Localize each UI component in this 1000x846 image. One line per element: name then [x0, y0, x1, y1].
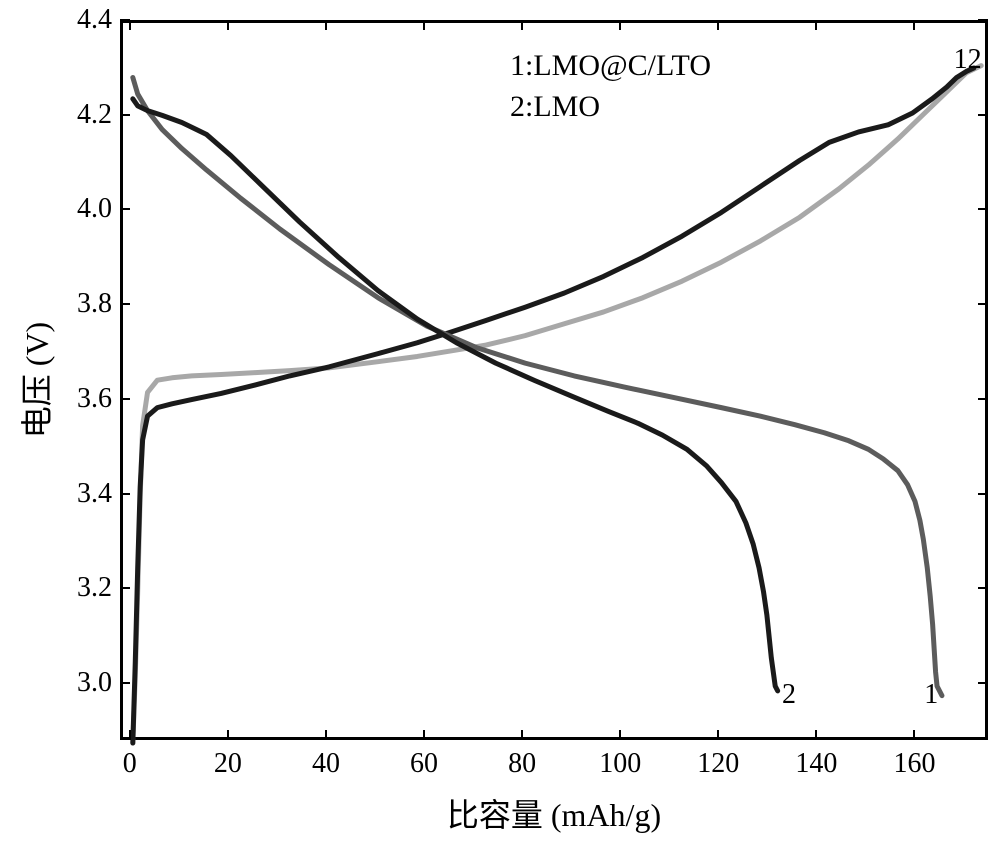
x-tick [815, 730, 817, 740]
y-tick [978, 208, 988, 210]
y-tick [120, 587, 130, 589]
x-tick [717, 20, 719, 30]
y-tick-label: 4.4 [62, 4, 112, 36]
x-axis-label: 比容量 (mAh/g) [447, 790, 661, 836]
y-tick [120, 208, 130, 210]
y-tick [978, 682, 988, 684]
y-axis-label: 电压 (V) [12, 322, 58, 438]
x-tick [325, 20, 327, 30]
x-tick-label: 80 [508, 748, 536, 780]
x-tick [815, 20, 817, 30]
y-tick [120, 493, 130, 495]
x-tick [129, 730, 131, 740]
y-tick [978, 303, 988, 305]
x-tick [325, 730, 327, 740]
y-tick [978, 114, 988, 116]
x-tick [521, 20, 523, 30]
x-tick [913, 20, 915, 30]
plot-area [120, 20, 988, 740]
x-tick [521, 730, 523, 740]
legend-item: 2:LMO [510, 87, 711, 128]
y-tick [978, 493, 988, 495]
x-tick-label: 60 [410, 748, 438, 780]
curves-svg [123, 23, 991, 743]
y-tick [120, 303, 130, 305]
x-tick [913, 730, 915, 740]
x-tick-label: 120 [697, 748, 739, 780]
x-tick-label: 100 [599, 748, 641, 780]
x-tick [619, 730, 621, 740]
series-line [133, 68, 974, 743]
y-tick-label: 3.2 [62, 572, 112, 604]
x-tick-label: 0 [123, 748, 137, 780]
y-tick [120, 682, 130, 684]
legend-item: 1:LMO@C/LTO [510, 46, 711, 87]
x-tick [423, 20, 425, 30]
y-tick-label: 4.0 [62, 193, 112, 225]
y-tick [120, 114, 130, 116]
y-tick [978, 19, 988, 21]
legend: 1:LMO@C/LTO2:LMO [510, 46, 711, 127]
x-tick [717, 730, 719, 740]
x-tick-label: 40 [312, 748, 340, 780]
y-tick [120, 19, 130, 21]
x-tick-label: 20 [214, 748, 242, 780]
y-tick-label: 3.8 [62, 288, 112, 320]
series-line [133, 66, 981, 743]
y-tick-label: 3.6 [62, 383, 112, 415]
x-tick-label: 160 [893, 748, 935, 780]
y-tick-label: 4.2 [62, 99, 112, 131]
y-tick [978, 398, 988, 400]
y-tick-label: 3.0 [62, 667, 112, 699]
y-tick-label: 3.4 [62, 478, 112, 510]
curve-label: 12 [954, 44, 982, 76]
curve-label: 1 [924, 679, 938, 711]
x-tick [129, 20, 131, 30]
x-tick [423, 730, 425, 740]
chart-container: 电压 (V) 比容量 (mAh/g) 1:LMO@C/LTO2:LMO 0 20 4… [0, 0, 1000, 846]
x-tick [227, 730, 229, 740]
y-tick [978, 587, 988, 589]
x-tick [619, 20, 621, 30]
x-tick-label: 140 [795, 748, 837, 780]
y-tick [120, 398, 130, 400]
x-tick [227, 20, 229, 30]
curve-label: 2 [782, 679, 796, 711]
